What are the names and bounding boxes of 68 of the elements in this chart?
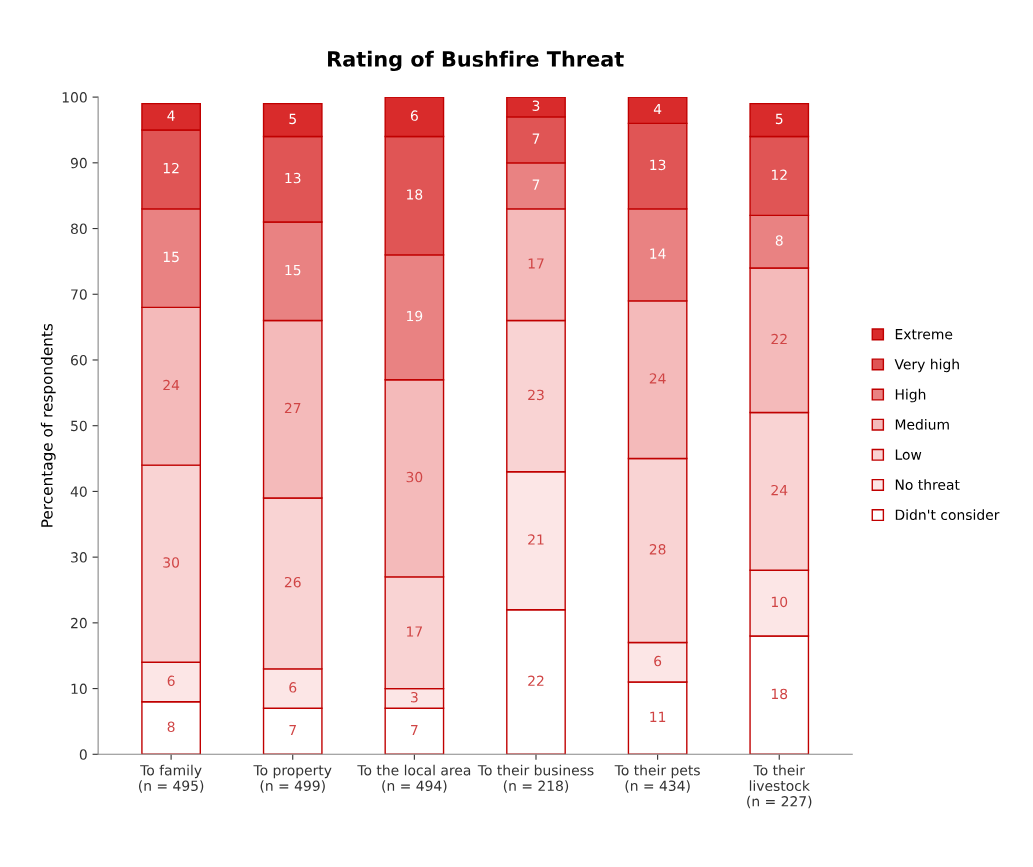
data-label: 6 [410,110,418,121]
data-label: 12 [771,169,787,180]
x-tick-label: To their business (n = 218) [477,764,594,793]
y-tick-label: 50 [71,420,87,432]
data-label: 6 [289,682,297,693]
data-label: 23 [528,389,544,401]
data-label: 7 [532,179,540,190]
y-tick-label: 100 [62,92,87,103]
data-label: 24 [771,484,788,496]
y-tick-label: 40 [70,486,87,497]
data-label: 18 [771,688,788,700]
data-label: 13 [650,159,666,171]
data-label: 7 [411,725,418,736]
data-label: 10 [771,596,788,608]
data-label: 26 [284,576,301,588]
data-label: 24 [649,373,666,384]
legend-label: Extreme [895,329,953,340]
data-label: 28 [649,544,666,555]
data-label: 4 [653,103,662,115]
data-label: 8 [775,235,783,246]
data-label: 6 [167,675,175,687]
data-label: 3 [411,691,418,703]
data-label: 4 [167,110,175,121]
data-label: 17 [528,258,544,269]
data-label: 5 [289,113,296,125]
x-tick-label: To family (n = 495) [139,764,204,793]
y-tick-label: 10 [71,683,87,695]
y-axis-title: Percentage of respondents [40,323,56,527]
x-tick-label: To their livestock (n = 227) [747,764,812,809]
data-label: 13 [285,172,301,184]
x-tick-label: To the local area (n = 494) [357,764,471,793]
data-label: 24 [163,379,180,391]
chart-title: Rating of Bushfire Threat [328,50,624,72]
x-tick-label: To property (n = 499) [253,765,332,793]
x-tick-label: To their pets (n = 434) [614,764,700,793]
data-label: 18 [407,189,423,200]
legend-label: High [895,388,926,403]
y-tick-label: 90 [70,157,87,169]
data-label: 27 [284,402,301,414]
data-label: 22 [528,675,544,686]
legend-label: No threat [895,479,960,490]
legend-label: Low [895,449,922,460]
y-tick-label: 80 [70,223,87,235]
data-label: 8 [167,721,175,733]
data-label: 17 [407,626,423,637]
data-label: 3 [532,100,540,111]
y-tick-label: 70 [71,289,87,300]
legend-label: Didn't consider [895,509,1000,521]
data-label: 6 [654,655,662,667]
data-label: 5 [775,113,783,125]
y-tick-label: 30 [71,552,87,563]
data-label: 15 [285,264,301,276]
data-label: 15 [163,251,179,263]
data-label: 30 [406,471,423,483]
data-label: 21 [528,534,544,545]
legend-label: Medium [895,418,949,430]
y-tick-label: 0 [79,749,87,760]
legend-label: Very high [894,358,959,373]
data-label: 12 [163,162,179,174]
y-tick-label: 20 [71,617,87,629]
data-label: 30 [163,557,180,568]
data-label: 7 [289,725,296,736]
data-label: 19 [407,310,423,322]
data-label: 11 [650,711,666,722]
data-label: 7 [532,133,540,144]
data-label: 22 [771,333,787,345]
data-label: 14 [650,248,666,259]
y-tick-label: 60 [71,354,87,366]
